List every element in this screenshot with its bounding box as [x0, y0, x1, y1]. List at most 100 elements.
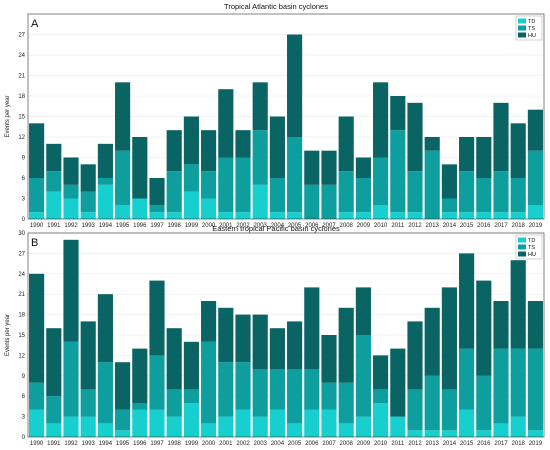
bar-hu-2000: [201, 301, 217, 342]
bar-ts-1992: [63, 341, 79, 417]
x-tick-label: 2019: [529, 223, 543, 229]
bar-ts-1998: [166, 171, 182, 213]
x-tick-label: 2008: [340, 223, 354, 229]
bar-td-2017: [493, 423, 509, 437]
bar-ts-2014: [441, 198, 457, 213]
bar-ts-2008: [338, 171, 354, 213]
bar-ts-2014: [441, 389, 457, 431]
x-tick-label: 1994: [99, 223, 113, 229]
bar-td-2003: [252, 184, 268, 219]
bar-hu-2003: [252, 82, 268, 131]
bar-ts-2001: [218, 362, 234, 417]
bar-td-2016: [476, 212, 492, 219]
bar-td-1995: [115, 430, 131, 437]
y-tick-label: 21: [18, 74, 25, 80]
x-tick-label: 2018: [512, 223, 526, 229]
bar-hu-1990: [29, 123, 45, 178]
x-tick-label: 1996: [133, 441, 147, 447]
bar-td-1993: [80, 416, 96, 437]
x-tick-label: 2004: [271, 223, 285, 229]
bar-hu-2010: [373, 355, 389, 390]
bar-hu-2014: [441, 287, 457, 390]
bar-ts-2004: [269, 178, 285, 213]
bar-ts-2015: [459, 171, 475, 213]
legend-label-ts: TS: [528, 245, 535, 251]
bar-hu-2016: [476, 280, 492, 376]
bar-td-1997: [149, 212, 165, 219]
chart-panel-a: 0 3 6 9 12 15 18 21 24 27 1990 1991 1992 1993 1994 1995…: [5, 2, 545, 229]
bar-td-1992: [63, 416, 79, 437]
bar-hu-2019: [527, 301, 543, 349]
bar-hu-2011: [390, 348, 406, 417]
bar-hu-1993: [80, 164, 96, 192]
y-tick-label: 21: [18, 292, 25, 298]
bar-hu-2012: [407, 102, 423, 172]
bar-td-2009: [355, 212, 371, 219]
x-tick-label: 2017: [494, 223, 508, 229]
bar-ts-2007: [321, 382, 337, 410]
bar-td-2008: [338, 212, 354, 219]
legend-swatch-hu: [518, 32, 526, 38]
bar-ts-1996: [132, 403, 148, 410]
bar-hu-1992: [63, 157, 79, 185]
bar-ts-2011: [390, 130, 406, 213]
x-tick-label: 1995: [116, 441, 130, 447]
x-tick-label: 2001: [219, 223, 233, 229]
y-tick-label: 18: [18, 313, 25, 319]
bar-td-2001: [218, 416, 234, 437]
bar-td-2019: [527, 430, 543, 437]
legend-swatch-hu: [518, 251, 526, 257]
bar-td-2010: [373, 205, 389, 219]
x-tick-label: 1992: [64, 223, 78, 229]
x-tick-label: 2012: [408, 441, 422, 447]
legend-swatch-ts: [518, 244, 526, 250]
bar-ts-1993: [80, 191, 96, 213]
bar-ts-2013: [424, 375, 440, 431]
x-tick-label: 2007: [322, 223, 336, 229]
bar-hu-2000: [201, 130, 217, 172]
bar-td-2012: [407, 212, 423, 219]
bar-ts-1995: [115, 409, 131, 431]
bar-ts-2000: [201, 171, 217, 199]
bar-td-2001: [218, 212, 234, 219]
bar-hu-1996: [132, 137, 148, 199]
bar-hu-2005: [287, 34, 303, 137]
bar-ts-2018: [510, 178, 526, 213]
bar-td-2005: [287, 423, 303, 437]
bar-hu-2003: [252, 314, 268, 369]
x-tick-label: 1998: [168, 223, 182, 229]
x-tick-label: 1994: [99, 441, 113, 447]
y-tick-label: 6: [22, 394, 26, 400]
legend-label-hu: HU: [528, 33, 536, 39]
legend-swatch-ts: [518, 25, 526, 31]
bar-hu-1995: [115, 362, 131, 410]
x-tick-label: 2000: [202, 441, 216, 447]
bar-td-2004: [269, 212, 285, 219]
bar-hu-2002: [235, 130, 251, 158]
bar-ts-1999: [183, 164, 199, 192]
bar-td-2014: [441, 212, 457, 219]
x-tick-label: 2005: [288, 441, 302, 447]
bar-hu-2012: [407, 321, 423, 390]
x-tick-label: 1998: [168, 441, 182, 447]
bar-ts-2010: [373, 389, 389, 403]
x-tick-label: 1999: [185, 441, 199, 447]
y-tick-label: 15: [18, 333, 25, 339]
bar-td-2002: [235, 212, 251, 219]
bar-td-1996: [132, 198, 148, 219]
y-tick-label: 0: [22, 217, 26, 223]
bar-td-1995: [115, 205, 131, 219]
bar-td-2011: [390, 416, 406, 437]
x-tick-label: 1997: [150, 223, 164, 229]
bar-ts-2002: [235, 362, 251, 410]
x-tick-label: 2019: [529, 441, 543, 447]
legend-swatch-td: [518, 237, 526, 243]
legend-label-ts: TS: [528, 26, 535, 32]
y-tick-label: 6: [22, 176, 26, 182]
bar-td-1999: [183, 403, 199, 437]
panel-label: A: [31, 18, 39, 30]
bar-td-1999: [183, 191, 199, 219]
